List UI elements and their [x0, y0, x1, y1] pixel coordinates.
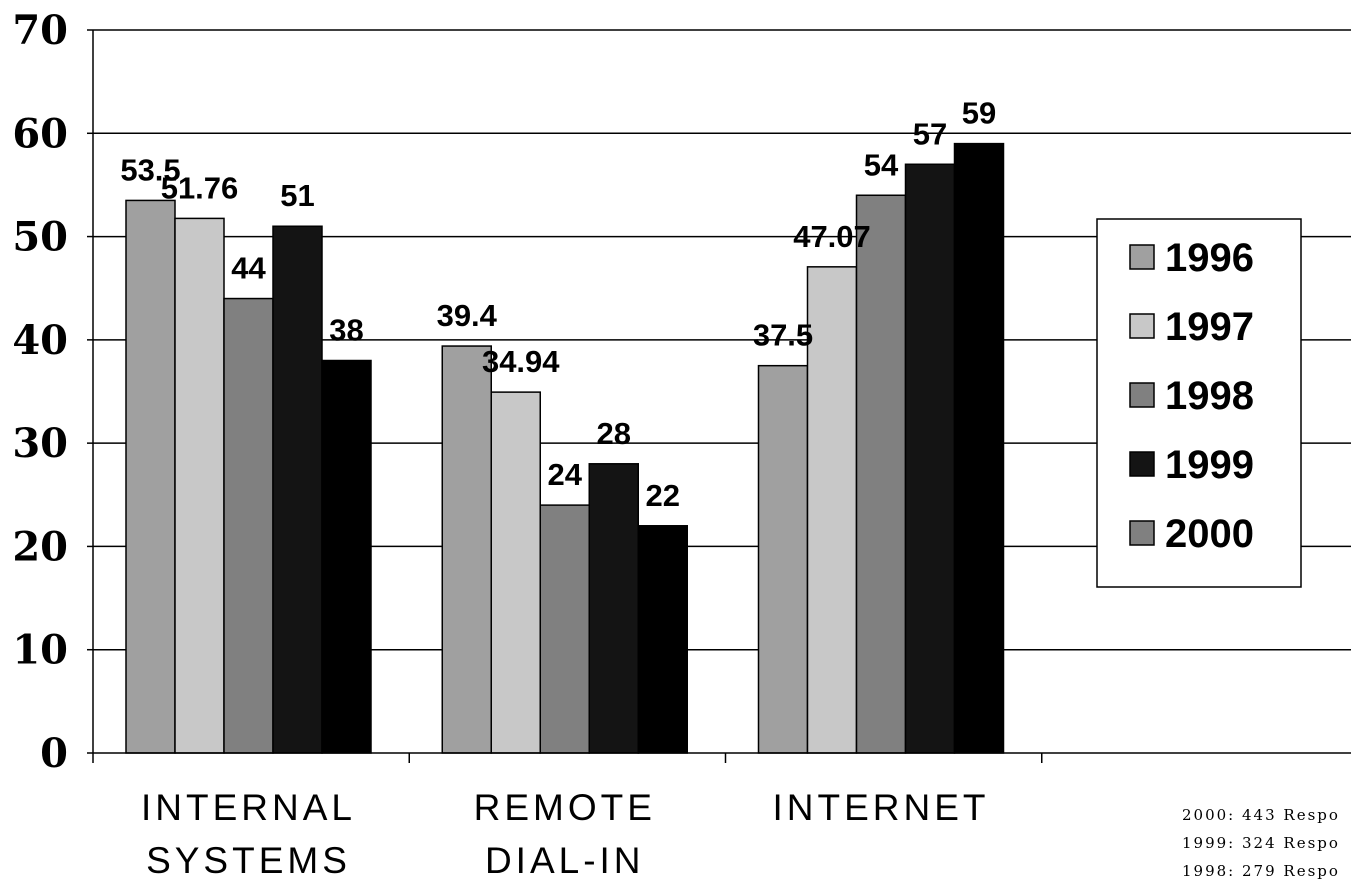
- legend-label-1997: 1997: [1165, 305, 1254, 349]
- x-category-label: REMOTE: [474, 787, 656, 828]
- bar-1998-0: [223, 297, 274, 754]
- data-label: 44: [231, 251, 266, 286]
- bar-2000-0: [321, 359, 372, 754]
- legend-swatch-1997: [1129, 313, 1155, 339]
- y-tick-label: 60: [12, 110, 68, 157]
- x-category-label: DIAL-IN: [485, 840, 645, 881]
- y-tick-label: 10: [12, 627, 68, 674]
- x-category-label: INTERNET: [773, 787, 990, 828]
- legend-swatch-1998: [1129, 382, 1155, 408]
- bar-1998-2: [855, 194, 907, 754]
- footnote-2000: 2000: 443 Respo: [1182, 806, 1340, 824]
- x-category-labels: INTERNAL SYSTEMS REMOTE DIAL-IN INTERNET: [141, 787, 990, 881]
- data-label: 39.4: [437, 298, 498, 333]
- footnotes: 2000: 443 Respo 1999: 324 Respo 1998: 27…: [1182, 806, 1340, 880]
- footnote-1998: 1998: 279 Respo: [1182, 862, 1340, 880]
- bar-1996-1: [441, 345, 492, 754]
- y-tick-labels: 0 10 20 30 40 50 60 70: [12, 7, 68, 777]
- y-tick-label: 40: [12, 317, 68, 364]
- data-label: 53.5: [120, 152, 180, 187]
- footnote-1999: 1999: 324 Respo: [1182, 834, 1340, 852]
- bar-1996-0: [125, 199, 176, 754]
- legend-label-1998: 1998: [1165, 374, 1254, 418]
- data-label: 24: [548, 457, 583, 492]
- data-label: 22: [646, 478, 680, 513]
- bar-1999-1: [588, 463, 639, 754]
- bar-1999-0: [272, 225, 323, 754]
- legend-label-1999: 1999: [1165, 443, 1254, 487]
- legend-swatch-1996: [1129, 244, 1155, 270]
- y-tick-label: 0: [40, 730, 68, 777]
- x-category-label: SYSTEMS: [146, 840, 351, 881]
- data-label: 51.76: [161, 170, 239, 205]
- bar-1999-2: [904, 163, 956, 754]
- data-label: 59: [962, 96, 996, 131]
- bar-1997-2: [806, 266, 858, 754]
- legend-swatch-2000: [1129, 520, 1155, 546]
- legend: 1996 1997 1998 1999 2000: [1096, 218, 1302, 588]
- data-label: 47.07: [793, 219, 871, 254]
- x-category-label: INTERNAL: [141, 787, 356, 828]
- data-label: 57: [913, 116, 947, 151]
- y-tick-label: 20: [12, 523, 68, 570]
- data-label: 34.94: [482, 344, 560, 379]
- bar-2000-1: [637, 525, 688, 754]
- data-label: 38: [329, 313, 363, 348]
- axes: [87, 29, 1351, 763]
- data-label: 51: [280, 178, 314, 213]
- legend-label-1996: 1996: [1165, 236, 1254, 280]
- bars: [125, 142, 1005, 754]
- bar-1998-1: [539, 504, 590, 754]
- bar-1997-1: [490, 391, 541, 754]
- data-label: 37.5: [753, 318, 813, 353]
- y-tick-label: 50: [12, 214, 68, 261]
- legend-label-2000: 2000: [1165, 512, 1254, 556]
- y-tick-label: 30: [12, 420, 68, 467]
- data-label: 54: [864, 147, 899, 182]
- bar-1996-2: [757, 364, 809, 754]
- bar-1997-0: [174, 217, 225, 754]
- data-label: 28: [597, 416, 631, 451]
- bar-2000-2: [953, 142, 1005, 754]
- data-labels: 53.5 39.4 37.5 51.76 34.94 47.07 44 24 54 51 28 57 3…: [120, 96, 996, 513]
- legend-swatch-1999: [1129, 451, 1155, 477]
- y-tick-label: 70: [12, 7, 68, 54]
